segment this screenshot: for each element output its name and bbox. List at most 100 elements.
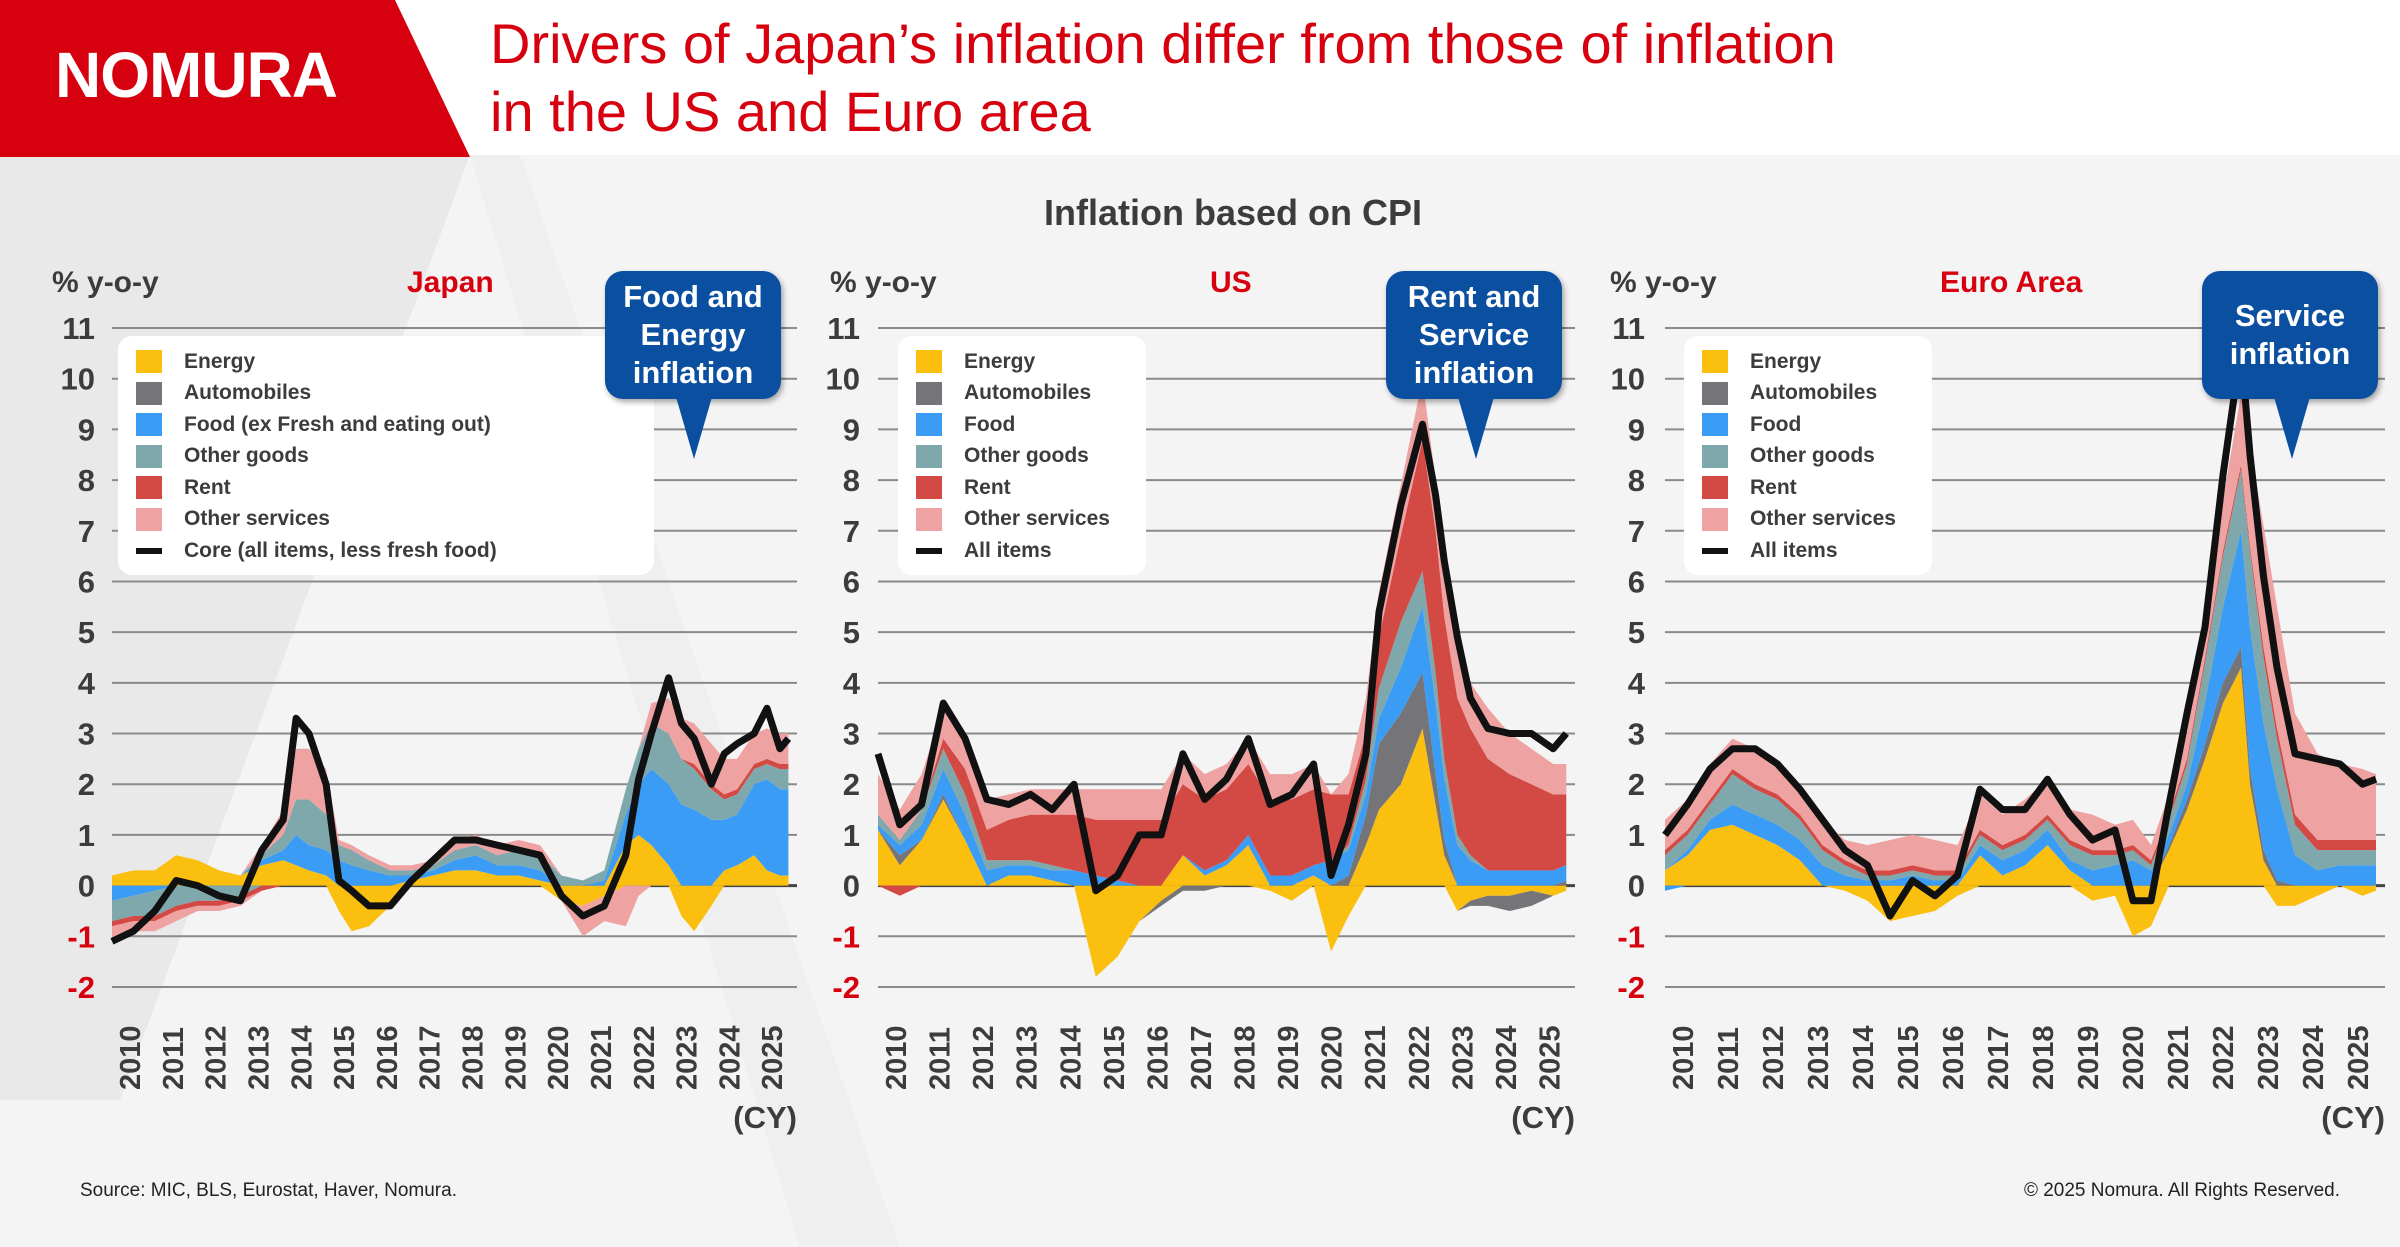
japan-xtick-label: 2021	[586, 1025, 618, 1090]
us-xtick-label: 2022	[1404, 1025, 1436, 1090]
euro-xtick-label: 2015	[1893, 1025, 1925, 1090]
callout-line: inflation	[632, 355, 754, 390]
us-ytick-label: 10	[826, 362, 860, 397]
us-headline-line	[874, 420, 1569, 895]
japan-area-other-goods-neg	[112, 885, 789, 932]
legend-label: Food	[1750, 412, 1802, 436]
us-ytick-label: 5	[843, 615, 860, 650]
legend-swatch	[916, 444, 942, 468]
japan-ytick-label: 2	[78, 767, 95, 802]
legend-swatch	[916, 350, 942, 374]
euro-headline-line	[1662, 344, 2378, 920]
us-title: US	[1210, 266, 1252, 299]
japan-ytick-label: 10	[61, 362, 95, 397]
us-area-rent-pos	[878, 439, 1567, 886]
japan-xtick-label: 2018	[458, 1025, 490, 1090]
euro-ytick-label: -2	[1617, 970, 1645, 1005]
japan-ytick-label: 1	[78, 818, 95, 853]
japan-callout: Food and Energy inflation	[605, 271, 781, 399]
euro-ytick-label: 0	[1628, 869, 1645, 904]
euro-xtick-label: 2013	[1803, 1025, 1835, 1090]
callout-line: Service	[1418, 317, 1530, 352]
euro-area-rent-pos	[1665, 464, 2376, 876]
japan-callout-tail	[676, 397, 712, 459]
us-xtick-label: 2012	[968, 1025, 1000, 1090]
euro-xtick-label: 2010	[1668, 1025, 1700, 1090]
legend-item: Other services	[1702, 504, 1914, 536]
legend-swatch	[136, 350, 162, 374]
us-ytick-label: 7	[843, 514, 860, 549]
legend-item: Automobiles	[1702, 378, 1914, 410]
legend-swatch	[136, 413, 162, 437]
legend-item: Food (ex Fresh and eating out)	[136, 409, 636, 441]
legend-item: Other services	[916, 504, 1128, 536]
euro-ytick-label: 4	[1628, 666, 1646, 701]
legend-swatch	[1702, 381, 1728, 405]
us-callout-text: Rent and Service inflation	[1408, 278, 1541, 392]
legend-label: Rent	[1750, 475, 1797, 499]
us-xtick-label: 2024	[1491, 1025, 1523, 1090]
japan-xtick-label: 2020	[543, 1025, 575, 1090]
legend-label: Automobiles	[184, 381, 312, 405]
us-ytick-label: 2	[843, 767, 860, 802]
japan-legend: Energy Automobiles Food (ex Fresh and eati…	[118, 336, 654, 575]
japan-headline-line	[110, 674, 792, 945]
us-ytick-label: 1	[843, 818, 860, 853]
japan-title: Japan	[407, 266, 494, 299]
us-xtick-label: 2014	[1055, 1025, 1087, 1090]
euro-xtick-label: 2016	[1938, 1025, 1970, 1090]
legend-item: Other goods	[1702, 441, 1914, 473]
legend-swatch	[916, 381, 942, 405]
legend-swatch	[136, 444, 162, 468]
euro-xaxis-label: (CY)	[2321, 1100, 2385, 1135]
legend-label: Energy	[964, 349, 1036, 373]
source-note: Source: MIC, BLS, Eurostat, Haver, Nomur…	[80, 1180, 457, 1201]
japan-xtick-label: 2014	[286, 1025, 318, 1090]
japan-xtick-label: 2010	[115, 1025, 147, 1090]
us-xtick-label: 2025	[1534, 1025, 1566, 1090]
japan-xtick-label: 2024	[714, 1025, 746, 1090]
euro-ylabel: % y-o-y	[1610, 266, 1717, 299]
euro-callout-text: Service inflation	[2230, 297, 2351, 373]
euro-xtick-label: 2011	[1713, 1027, 1745, 1090]
euro-ytick-label: -1	[1617, 919, 1645, 954]
legend-item: Automobiles	[136, 378, 636, 410]
us-area-other-goods-pos	[878, 571, 1567, 886]
japan-area-other-goods-pos	[112, 723, 789, 886]
us-xtick-label: 2016	[1142, 1025, 1174, 1090]
legend-label: Other services	[964, 507, 1110, 531]
nomura-logo: NOMURA	[55, 39, 338, 111]
japan-callout-text: Food and Energy inflation	[623, 278, 762, 392]
title-line-2: in the US and Euro area	[490, 80, 1091, 143]
euro-xtick-label: 2019	[2073, 1025, 2105, 1090]
legend-item: Other goods	[916, 441, 1128, 473]
brand-banner	[0, 0, 470, 157]
callout-line: Rent and	[1407, 279, 1541, 314]
legend-item: Rent	[136, 472, 636, 504]
euro-xtick-label: 2023	[2253, 1025, 2285, 1090]
legend-line-swatch	[916, 547, 942, 554]
legend-line-swatch	[1702, 547, 1728, 554]
euro-xtick-label: 2014	[1848, 1025, 1880, 1090]
legend-swatch	[916, 413, 942, 437]
page-title: Drivers of Japan’s inflation differ from…	[490, 10, 1836, 146]
legend-swatch	[1702, 476, 1728, 500]
japan-xtick-label: 2017	[415, 1025, 447, 1090]
us-xtick-label: 2010	[881, 1025, 913, 1090]
legend-swatch	[916, 476, 942, 500]
euro-area-other-services-pos	[1665, 393, 2376, 871]
us-callout-tail	[1458, 397, 1494, 459]
euro-xtick-label: 2024	[2298, 1025, 2330, 1090]
japan-ytick-label: 11	[62, 311, 95, 346]
us-legend: Energy Automobiles Food Other goods Rent Othe…	[898, 336, 1146, 575]
legend-item: Food	[916, 409, 1128, 441]
us-ytick-label: 6	[843, 564, 860, 599]
japan-xtick-label: 2013	[243, 1025, 275, 1090]
japan-ytick-label: 8	[78, 463, 95, 498]
euro-xtick-label: 2018	[2028, 1025, 2060, 1090]
callout-line: Food and	[623, 279, 763, 314]
euro-ytick-label: 10	[1611, 362, 1645, 397]
euro-xtick-label: 2012	[1758, 1025, 1790, 1090]
legend-label: Food (ex Fresh and eating out)	[184, 412, 491, 436]
